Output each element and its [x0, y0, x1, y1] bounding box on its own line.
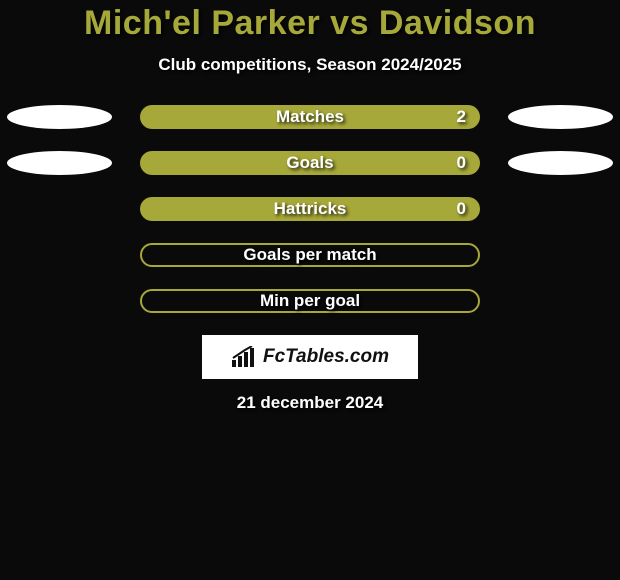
stat-label: Goals	[286, 153, 333, 173]
stat-value: 0	[457, 199, 466, 219]
stat-label: Hattricks	[274, 199, 347, 219]
stat-row: Goals 0	[0, 151, 620, 175]
stat-bar: Hattricks 0	[140, 197, 480, 221]
chart-icon	[231, 346, 257, 368]
right-ellipse	[508, 151, 613, 175]
stat-bar: Matches 2	[140, 105, 480, 129]
stat-bar: Goals per match	[140, 243, 480, 267]
date-label: 21 december 2024	[0, 393, 620, 413]
stat-row: Matches 2	[0, 105, 620, 129]
stat-label: Goals per match	[243, 245, 376, 265]
comparison-card: Mich'el Parker vs Davidson Club competit…	[0, 0, 620, 413]
stat-bar: Min per goal	[140, 289, 480, 313]
stat-row: Min per goal	[0, 289, 620, 313]
page-title: Mich'el Parker vs Davidson	[0, 4, 620, 43]
stat-value: 0	[457, 153, 466, 173]
stat-label: Min per goal	[260, 291, 360, 311]
stat-bar: Goals 0	[140, 151, 480, 175]
stat-rows: Matches 2 Goals 0 Hattricks 0 Goals per match M…	[0, 105, 620, 313]
stat-label: Matches	[276, 107, 344, 127]
brand-text: FcTables.com	[263, 346, 389, 368]
stat-row: Goals per match	[0, 243, 620, 267]
stat-row: Hattricks 0	[0, 197, 620, 221]
subtitle: Club competitions, Season 2024/2025	[0, 55, 620, 75]
left-ellipse	[7, 151, 112, 175]
right-ellipse	[508, 105, 613, 129]
brand-logo[interactable]: FcTables.com	[202, 335, 418, 379]
stat-value: 2	[457, 107, 466, 127]
left-ellipse	[7, 105, 112, 129]
